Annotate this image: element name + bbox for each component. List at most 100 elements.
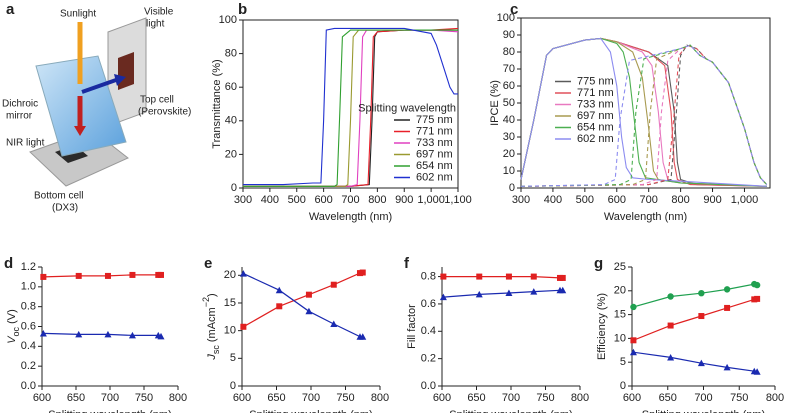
y-tick-label: 10 (503, 165, 515, 177)
marker (698, 313, 705, 320)
y-tick-label: 40 (503, 114, 515, 126)
x-tick-label: 300 (234, 194, 252, 206)
y-tick-label: 0.8 (21, 301, 36, 313)
y-tick-label: 20 (614, 285, 626, 297)
x-tick-label: 700 (341, 194, 359, 206)
marker (128, 331, 136, 339)
x-tick-label: 700 (502, 392, 520, 404)
x-tick-label: 650 (267, 392, 285, 404)
x-tick-label: 800 (571, 392, 589, 404)
marker (359, 333, 367, 340)
panel-label: d (4, 255, 13, 272)
marker (697, 359, 705, 367)
y-tick-label: 60 (503, 80, 515, 92)
y-tick-label: 5 (620, 356, 626, 368)
y-tick-label: 25 (614, 261, 626, 273)
x-axis-label: Splitting wavelength (nm) (48, 409, 172, 413)
marker (629, 348, 637, 356)
y-tick-label: 5 (230, 352, 236, 364)
marker (104, 272, 111, 279)
marker (723, 363, 731, 371)
y-label-part: ) (206, 293, 218, 297)
series-line (633, 298, 758, 341)
y-axis-label: IPCE (%) (489, 80, 501, 126)
label: Bottom cell (34, 191, 83, 202)
x-axis-label: Splitting wavelength (nm) (449, 409, 573, 413)
y-tick-label: 100 (497, 12, 515, 24)
y-tick-label: 10 (614, 332, 626, 344)
label: (DX3) (52, 203, 78, 214)
marker (239, 270, 247, 277)
series-line (633, 283, 758, 308)
y-tick-label: 15 (614, 309, 626, 321)
x-tick-label: 750 (336, 392, 354, 404)
marker (753, 281, 761, 289)
x-tick-label: 1,100 (444, 194, 472, 206)
marker (667, 353, 675, 361)
series-line (520, 37, 767, 187)
x-tick-label: 800 (766, 392, 784, 404)
series-line (43, 274, 161, 278)
x-tick-label: 600 (623, 392, 641, 404)
panel-label: a (6, 1, 15, 18)
series-line (633, 351, 758, 373)
marker (559, 286, 567, 294)
y-tick-label: 50 (503, 97, 515, 109)
x-tick-label: 300 (512, 194, 530, 206)
y-axis-label: Efficiency (%) (596, 293, 608, 360)
y-label-part: (mAcm (206, 307, 218, 345)
series-line (243, 271, 363, 328)
marker (476, 273, 483, 280)
y-tick-label: 1.0 (21, 281, 36, 293)
y-tick-label: 40 (225, 115, 237, 127)
legend-label: 733 nm (416, 137, 453, 149)
marker (530, 273, 537, 280)
x-tick-label: 600 (233, 392, 251, 404)
marker (475, 290, 483, 298)
y-label-part: J (206, 354, 218, 361)
nir-arrowhead (74, 126, 86, 136)
panel-label: g (594, 255, 603, 272)
y-tick-label: 1.2 (21, 261, 36, 273)
y-tick-label: 0.6 (421, 298, 436, 310)
chart-panel: g 600 650 700 750 800 0 5 10 15 20 25 Splitting wave… (594, 255, 784, 413)
marker (667, 322, 674, 329)
marker (724, 304, 731, 311)
series-line (520, 37, 767, 187)
y-tick-label: 20 (224, 269, 236, 281)
legend-label: 654 nm (416, 160, 453, 172)
x-tick-label: 650 (467, 392, 485, 404)
y-label-part: −2 (201, 297, 211, 307)
x-axis-label: Wavelength (nm) (604, 211, 687, 223)
y-axis-label: Jsc (mAcm−2) (201, 293, 221, 360)
series-line (520, 44, 768, 187)
x-tick-label: 600 (608, 194, 626, 206)
legend-label: 697 nm (416, 148, 453, 160)
x-tick-label: 750 (135, 392, 153, 404)
series-line (520, 37, 767, 187)
legend-label: 771 nm (416, 125, 453, 137)
y-tick-label: 0.0 (21, 380, 36, 392)
label: mirror (6, 111, 33, 122)
legend-label: 602 nm (577, 133, 614, 145)
y-label-part: V (6, 335, 18, 344)
x-tick-label: 900 (395, 194, 413, 206)
marker (754, 295, 761, 302)
marker (667, 293, 674, 300)
y-tick-label: 80 (225, 48, 237, 60)
chart-panel: c 300 400 500 600 700 800 900 1,000 0 10 20 30 40 50 60… (489, 1, 771, 223)
marker (104, 330, 112, 338)
marker (359, 269, 366, 276)
y-tick-label: 80 (503, 46, 515, 58)
legend-label: 602 nm (416, 171, 453, 183)
y-tick-label: 100 (219, 14, 237, 26)
marker (75, 330, 83, 338)
series-line (443, 276, 563, 279)
x-tick-label: 750 (730, 392, 748, 404)
x-tick-label: 500 (576, 194, 594, 206)
series-line (243, 273, 363, 338)
series-line (520, 37, 767, 187)
series-line (520, 37, 767, 187)
x-tick-label: 1,000 (417, 194, 445, 206)
